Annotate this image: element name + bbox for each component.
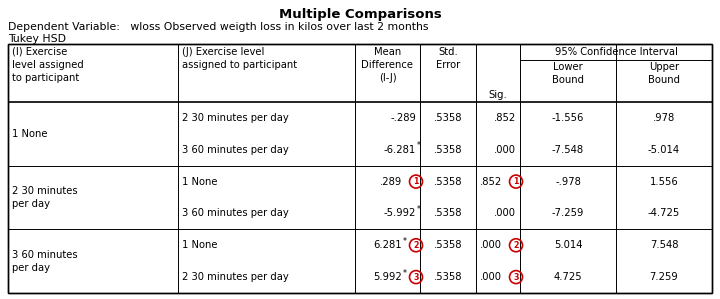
Text: 2 30 minutes
per day: 2 30 minutes per day (12, 186, 78, 209)
Text: 2 30 minutes per day: 2 30 minutes per day (182, 272, 289, 282)
Text: (J) Exercise level
assigned to participant: (J) Exercise level assigned to participa… (182, 47, 297, 70)
Text: 5.992: 5.992 (373, 272, 402, 282)
Text: .5358: .5358 (433, 272, 462, 282)
Text: 3 60 minutes per day: 3 60 minutes per day (182, 145, 289, 155)
Bar (8, 44, 712, 293)
Text: .000: .000 (480, 240, 502, 250)
Text: -7.548: -7.548 (552, 145, 584, 155)
Text: .289: .289 (379, 177, 402, 187)
Text: 3 60 minutes per day: 3 60 minutes per day (182, 208, 289, 218)
Text: Tukey HSD: Tukey HSD (8, 34, 66, 44)
Text: .5358: .5358 (433, 145, 462, 155)
Text: 1.556: 1.556 (649, 177, 678, 187)
Text: -6.281: -6.281 (384, 145, 416, 155)
Text: 95% Confidence Interval: 95% Confidence Interval (554, 47, 678, 57)
Text: -1.556: -1.556 (552, 113, 584, 123)
Text: *: * (417, 141, 421, 150)
Text: 3: 3 (513, 273, 518, 282)
Text: -5.014: -5.014 (648, 145, 680, 155)
Text: -.978: -.978 (555, 177, 581, 187)
Text: (I) Exercise
level assigned
to participant: (I) Exercise level assigned to participa… (12, 47, 84, 83)
Text: 7.259: 7.259 (649, 272, 678, 282)
Text: 3: 3 (413, 273, 419, 282)
Text: -5.992: -5.992 (384, 208, 416, 218)
Text: 5.014: 5.014 (554, 240, 582, 250)
Text: 7.548: 7.548 (649, 240, 678, 250)
Text: Dependent Variable:   wloss Observed weigth loss in kilos over last 2 months: Dependent Variable: wloss Observed weigt… (8, 22, 428, 32)
Text: .000: .000 (494, 208, 516, 218)
Text: 2: 2 (413, 241, 419, 250)
Text: 6.281: 6.281 (374, 240, 402, 250)
Text: 3 60 minutes
per day: 3 60 minutes per day (12, 250, 78, 273)
Text: 1: 1 (513, 177, 518, 186)
Text: 1 None: 1 None (182, 177, 217, 187)
Text: .852: .852 (494, 113, 516, 123)
Text: .000: .000 (480, 272, 502, 282)
Text: 1 None: 1 None (12, 129, 48, 139)
Text: *: * (403, 269, 407, 277)
Text: 1: 1 (413, 177, 419, 186)
Text: .5358: .5358 (433, 113, 462, 123)
Text: .5358: .5358 (433, 208, 462, 218)
Text: .000: .000 (494, 145, 516, 155)
Text: 2: 2 (513, 241, 518, 250)
Text: -7.259: -7.259 (552, 208, 584, 218)
Text: Lower
Bound: Lower Bound (552, 62, 584, 85)
Text: *: * (417, 205, 421, 214)
Text: 4.725: 4.725 (554, 272, 582, 282)
Text: 1 None: 1 None (182, 240, 217, 250)
Text: Mean
Difference
(I-J): Mean Difference (I-J) (361, 47, 413, 83)
Text: 2 30 minutes per day: 2 30 minutes per day (182, 113, 289, 123)
Text: Sig.: Sig. (489, 90, 508, 100)
Text: -4.725: -4.725 (648, 208, 680, 218)
Text: Upper
Bound: Upper Bound (648, 62, 680, 85)
Text: *: * (403, 237, 407, 246)
Text: .852: .852 (480, 177, 502, 187)
Text: Std.
Error: Std. Error (436, 47, 460, 70)
Text: .978: .978 (653, 113, 675, 123)
Text: .5358: .5358 (433, 177, 462, 187)
Text: Multiple Comparisons: Multiple Comparisons (279, 8, 441, 21)
Text: .5358: .5358 (433, 240, 462, 250)
Text: -.289: -.289 (390, 113, 416, 123)
